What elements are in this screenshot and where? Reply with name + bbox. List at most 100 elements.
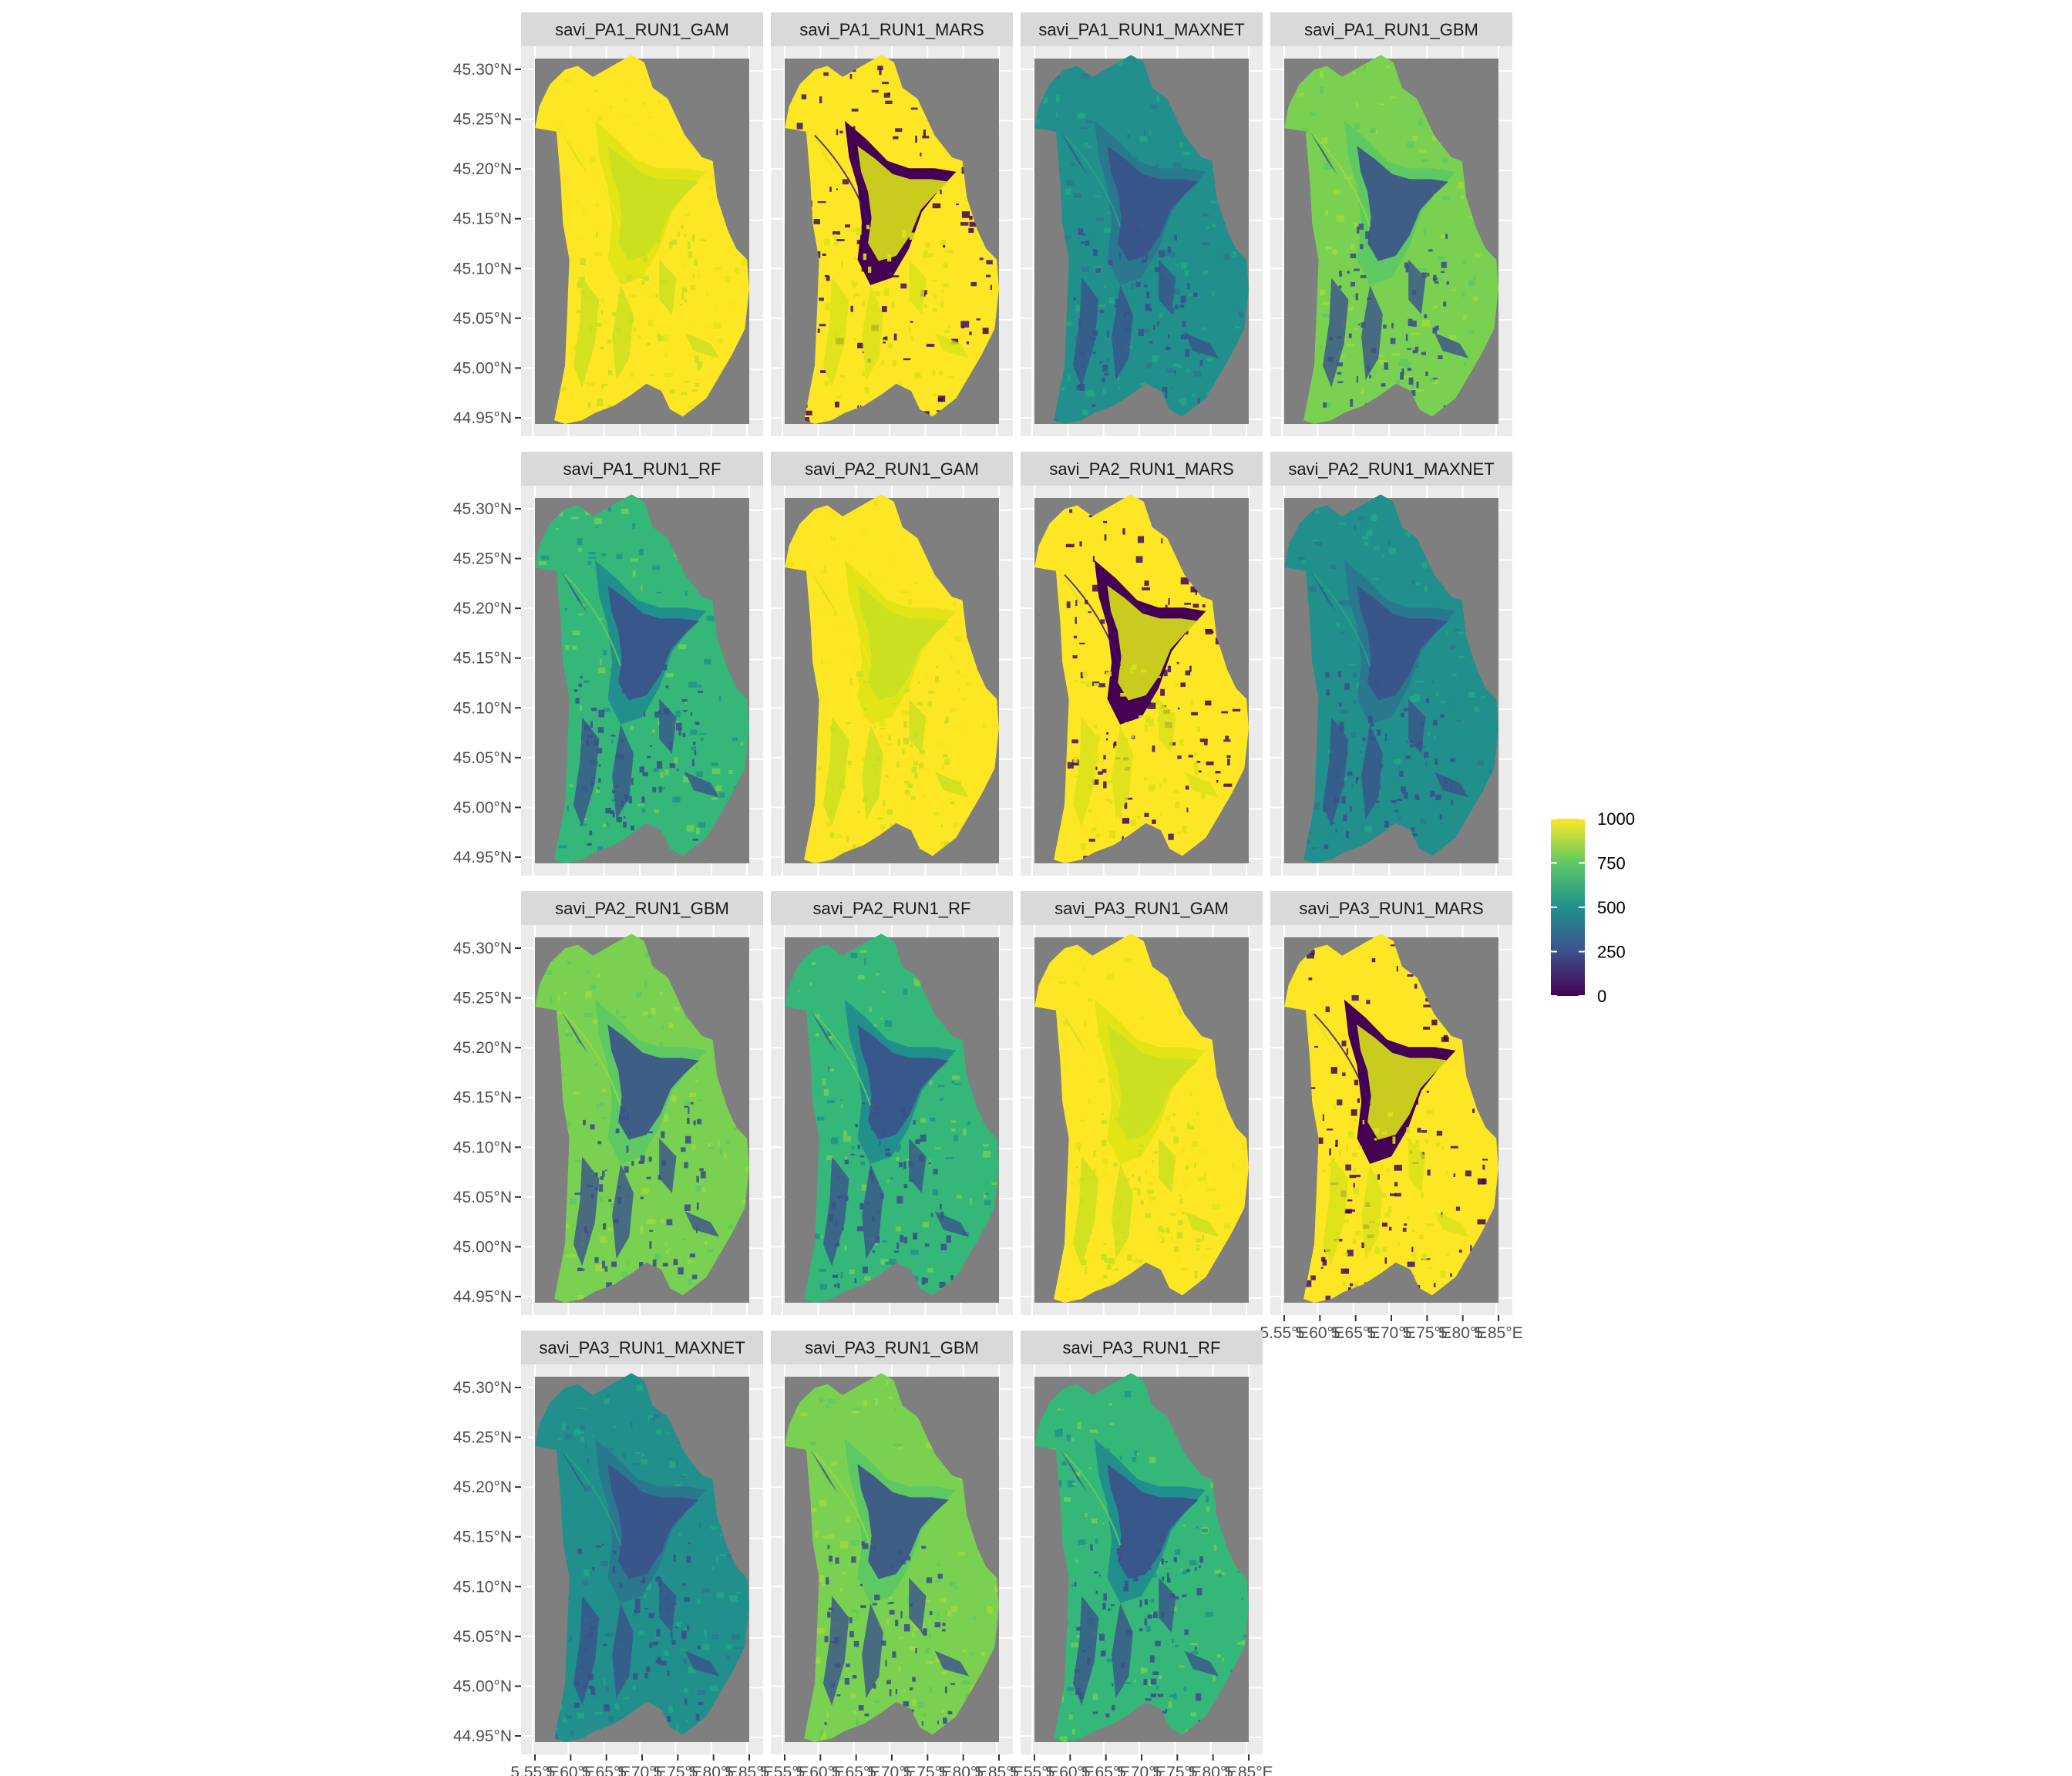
map-texture xyxy=(889,1689,892,1697)
map-texture xyxy=(1434,278,1442,280)
map-texture xyxy=(909,748,913,752)
map-texture xyxy=(1428,249,1433,252)
map-texture xyxy=(1147,702,1156,709)
map-streak xyxy=(1060,131,1088,176)
map-texture xyxy=(1241,1142,1246,1150)
map-texture xyxy=(675,1458,678,1465)
map-texture xyxy=(560,120,563,126)
map-texture xyxy=(1102,1112,1105,1115)
map-texture xyxy=(934,1622,941,1627)
map-texture xyxy=(1344,683,1350,690)
map-texture xyxy=(1186,1122,1190,1129)
map-texture xyxy=(1311,802,1320,809)
map-texture xyxy=(1338,726,1344,733)
map-texture xyxy=(604,1704,610,1712)
map-texture xyxy=(614,1425,617,1428)
map-texture xyxy=(891,702,896,705)
map-texture xyxy=(692,839,698,841)
map-texture xyxy=(597,1104,599,1110)
map-texture xyxy=(1361,387,1364,394)
map-streak xyxy=(934,772,970,798)
map-texture xyxy=(1144,1618,1147,1626)
map-texture xyxy=(1237,1571,1240,1573)
map-texture xyxy=(1196,1693,1202,1701)
map-texture xyxy=(910,107,918,110)
map-texture xyxy=(1145,715,1151,723)
map-texture xyxy=(1119,252,1122,260)
map-texture xyxy=(1152,1160,1154,1164)
map-texture xyxy=(994,1586,999,1593)
map-texture xyxy=(967,1122,970,1125)
map-texture xyxy=(891,301,895,309)
map-texture xyxy=(1102,1158,1108,1165)
map-texture xyxy=(599,346,604,350)
map-texture xyxy=(1120,692,1126,697)
map-core-inner xyxy=(1107,1024,1199,1140)
map-texture xyxy=(869,745,872,748)
map-texture xyxy=(819,1499,826,1507)
map-streak xyxy=(1159,1138,1176,1193)
map-texture xyxy=(1489,769,1492,775)
map-texture xyxy=(1166,1115,1171,1121)
map-texture xyxy=(584,1569,590,1576)
map-texture xyxy=(658,721,661,725)
map-texture xyxy=(689,359,692,362)
map-texture xyxy=(903,737,910,745)
map-texture xyxy=(1325,672,1330,678)
map-texture xyxy=(864,387,870,394)
map-texture xyxy=(649,1418,655,1421)
map-texture xyxy=(1390,338,1396,345)
map-texture xyxy=(903,1184,908,1189)
map-texture xyxy=(1381,1165,1384,1168)
map-texture xyxy=(1412,136,1418,141)
map-texture xyxy=(1433,1283,1436,1287)
map-texture xyxy=(862,301,866,307)
map-texture xyxy=(882,82,889,85)
map-texture xyxy=(689,1253,695,1258)
map-texture xyxy=(1432,327,1437,334)
map-texture xyxy=(954,623,960,629)
map-core-inner xyxy=(1107,1464,1199,1579)
map-texture xyxy=(1334,796,1340,804)
map-texture xyxy=(806,410,812,415)
map-texture xyxy=(609,265,614,271)
graticule-line xyxy=(782,924,785,1316)
map-texture xyxy=(827,1399,836,1404)
map-texture xyxy=(880,735,883,737)
map-texture xyxy=(1407,974,1414,977)
map-texture xyxy=(1168,742,1170,745)
map-texture xyxy=(718,695,722,701)
map-texture xyxy=(671,1631,673,1640)
map-texture xyxy=(1080,1692,1084,1700)
map-texture xyxy=(1083,344,1086,346)
map-texture xyxy=(1135,281,1141,288)
map-texture xyxy=(742,1199,747,1203)
map-texture xyxy=(877,817,883,820)
map-texture xyxy=(607,275,614,280)
map-texture xyxy=(565,1254,567,1257)
map-texture xyxy=(587,560,592,565)
map-texture xyxy=(1384,1213,1390,1217)
map-texture xyxy=(639,766,644,773)
map-texture xyxy=(1232,1161,1235,1169)
map-texture xyxy=(1363,66,1366,72)
map-texture xyxy=(950,1275,954,1280)
map-texture xyxy=(623,99,627,102)
map-texture xyxy=(603,1677,606,1684)
map-texture xyxy=(695,827,700,835)
map-texture xyxy=(1133,1188,1140,1190)
map-texture xyxy=(678,644,687,650)
map-texture xyxy=(702,1588,710,1593)
facet-strip xyxy=(521,1330,763,1364)
map-texture xyxy=(910,796,916,800)
map-texture xyxy=(873,724,876,728)
map-texture xyxy=(1432,378,1438,380)
map-core-inner xyxy=(607,146,699,261)
map-texture xyxy=(1439,814,1442,819)
map-texture xyxy=(1177,707,1180,710)
map-texture xyxy=(849,678,853,686)
map-texture xyxy=(1107,330,1109,338)
map-texture xyxy=(937,1563,940,1566)
map-texture xyxy=(833,234,837,240)
map-texture xyxy=(732,737,738,742)
